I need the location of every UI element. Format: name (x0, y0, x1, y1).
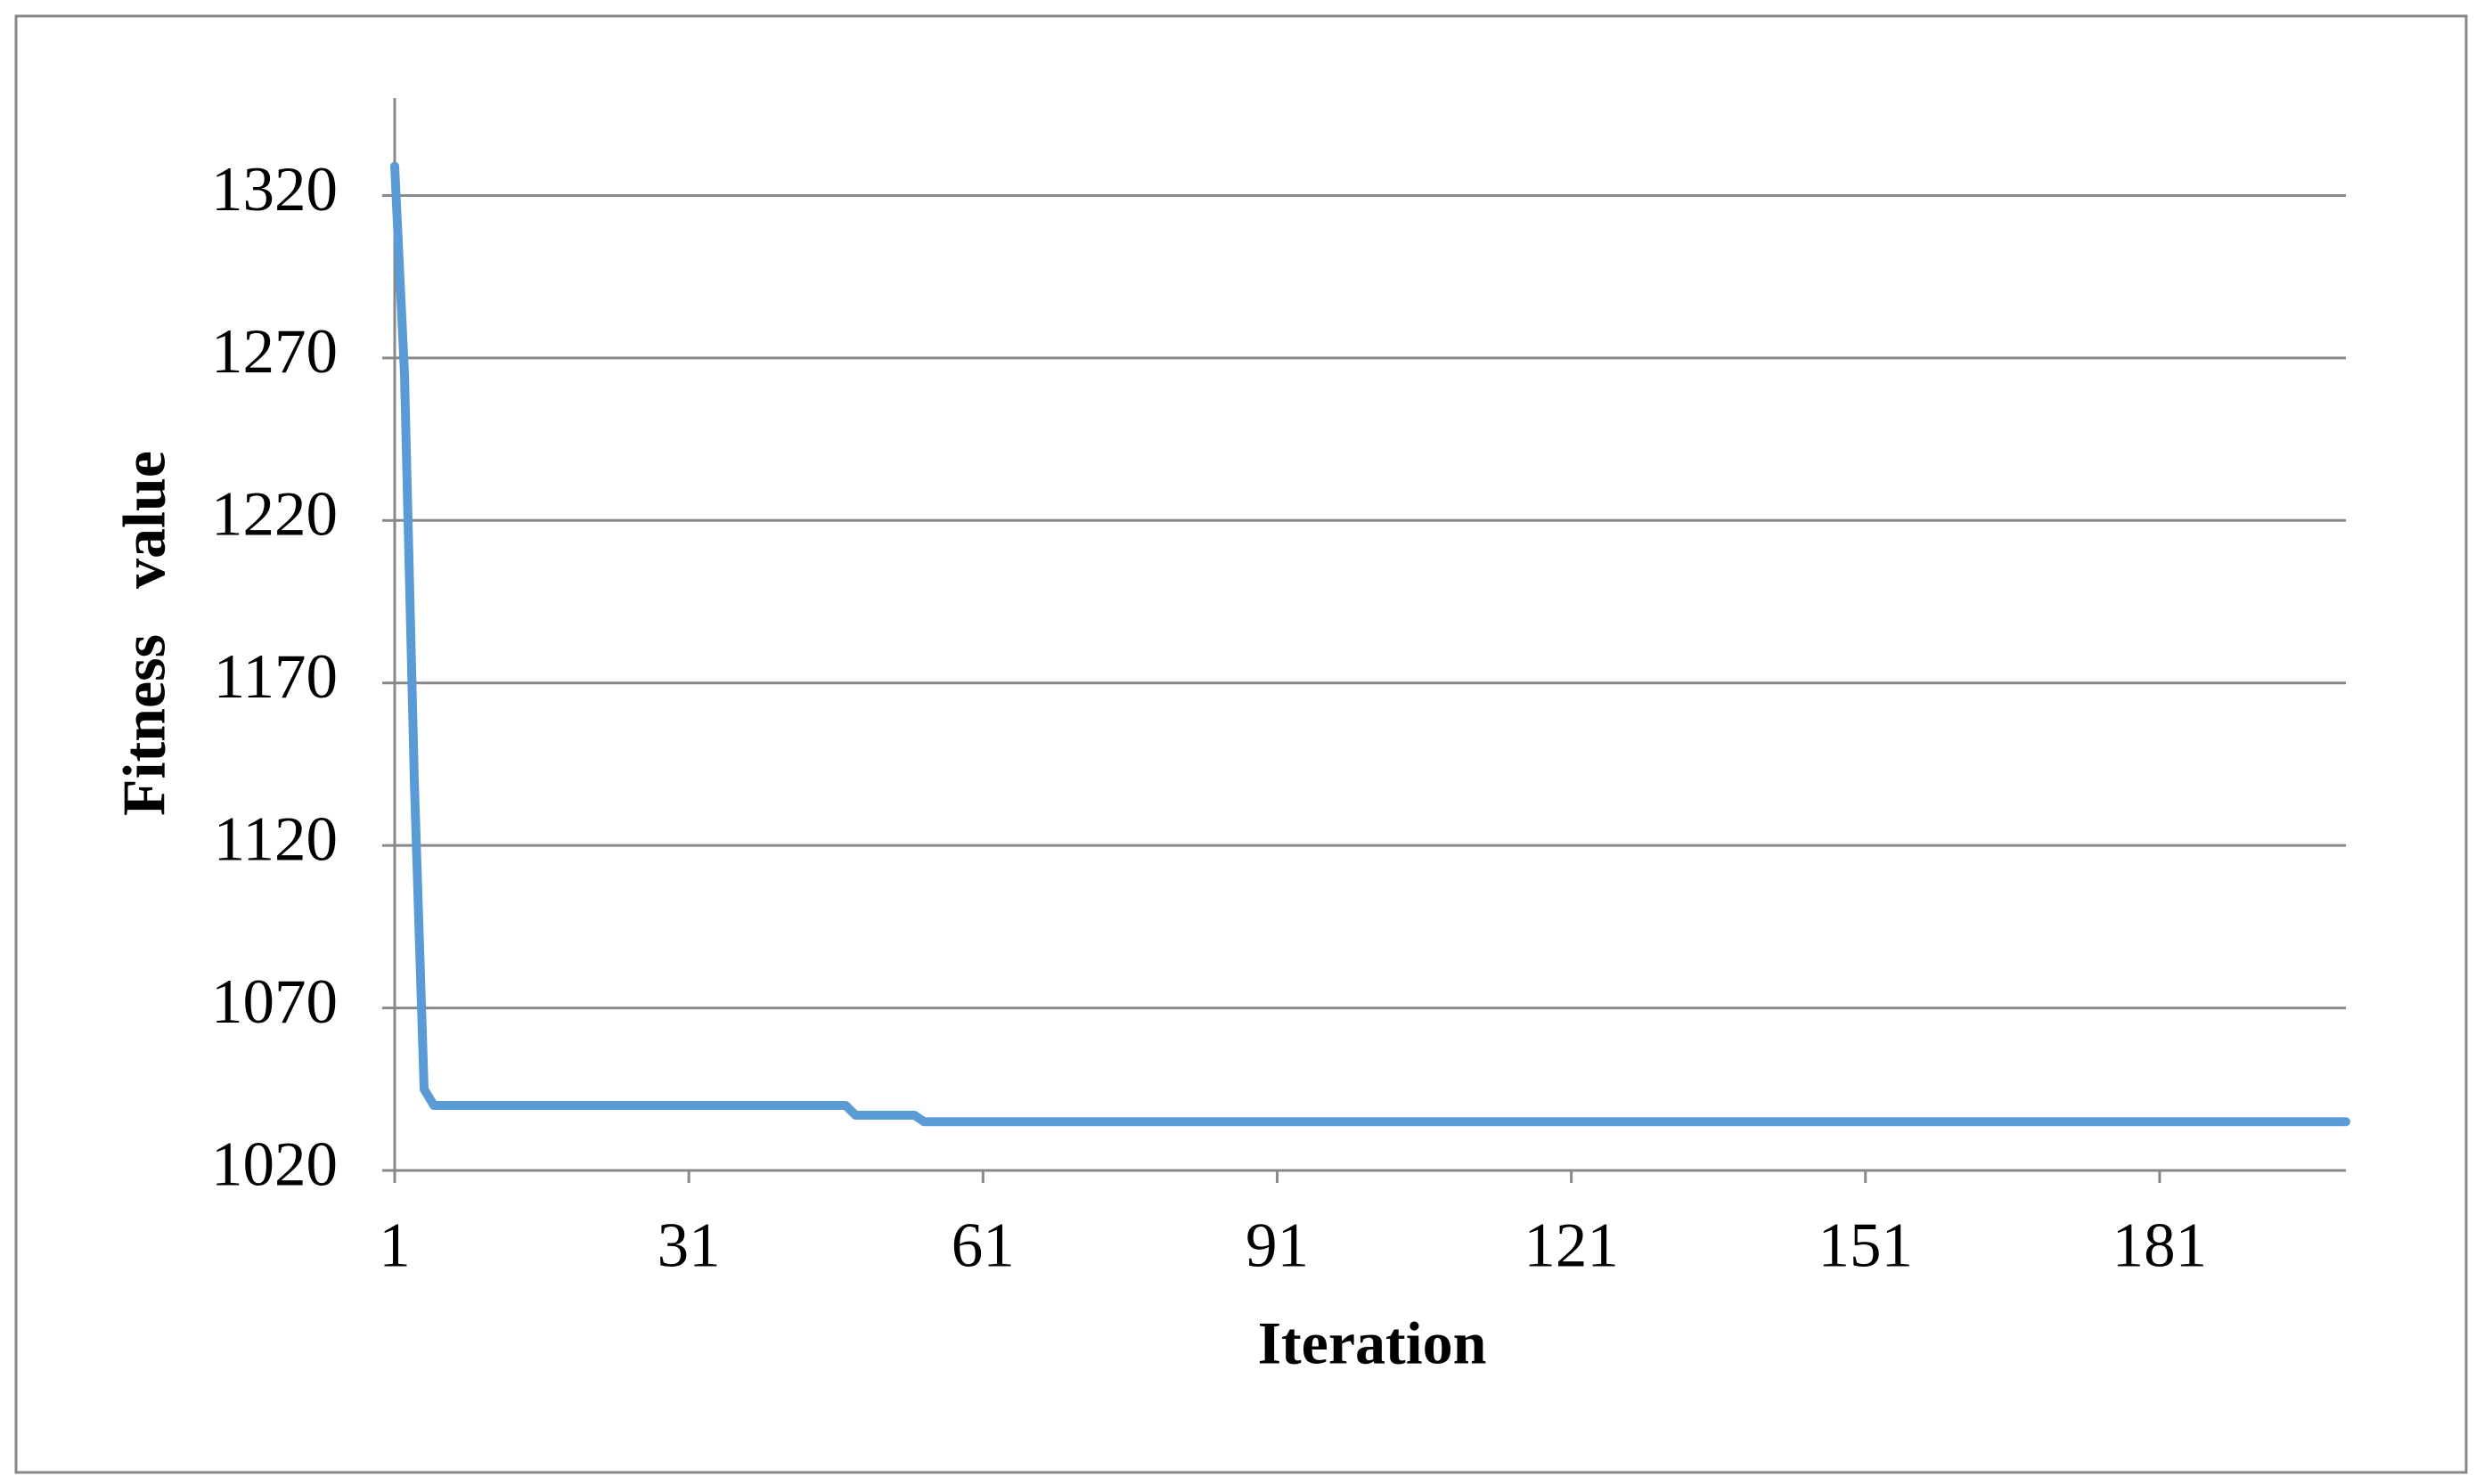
x-tick-label: 31 (658, 1211, 721, 1280)
x-axis-title: Iteration (1258, 1309, 1487, 1377)
x-tick-label: 91 (1246, 1211, 1309, 1280)
x-tick-label: 1 (379, 1211, 411, 1280)
x-tick-label: 61 (952, 1211, 1015, 1280)
chart-border (14, 14, 2468, 1474)
y-tick-label: 1270 (211, 317, 338, 387)
y-tick-label: 1170 (214, 642, 338, 712)
y-tick-label: 1120 (214, 804, 338, 874)
y-tick-label: 1020 (211, 1129, 338, 1199)
y-tick-label: 1070 (211, 967, 338, 1037)
y-tick-label: 1220 (211, 480, 338, 550)
y-tick-label: 1320 (211, 155, 338, 224)
x-tick-label: 151 (1818, 1211, 1914, 1280)
y-axis-title: Fitness value (110, 451, 178, 816)
data-line (390, 161, 2350, 1127)
x-tick-label: 121 (1524, 1211, 1619, 1280)
x-tick-label: 181 (2112, 1211, 2208, 1280)
